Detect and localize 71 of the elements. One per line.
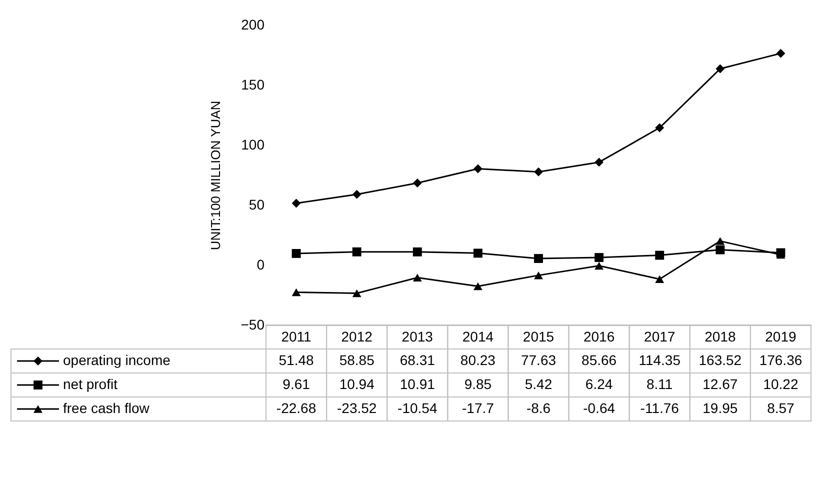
data-label: 176.36 [759,352,802,368]
point [534,167,543,176]
point [352,289,362,298]
data-label: 80.23 [460,352,496,368]
x-tick-label: 2012 [341,328,373,344]
legend-label: operating income [63,352,171,368]
point [594,158,604,167]
x-tick-label: 2015 [522,328,554,344]
point [292,198,301,208]
point [594,253,604,262]
data-label: 58.85 [339,352,375,368]
data-label: -11.76 [640,400,680,416]
y-tick-label: 50 [248,196,265,212]
data-label: 5.42 [524,376,552,392]
data-label: 12.67 [702,376,738,392]
data-label: 9.85 [464,376,492,392]
point [473,248,482,258]
point [473,282,482,290]
point [776,48,786,58]
data-label: -8.6 [526,400,551,416]
data-label: 10.91 [400,376,436,392]
point [655,275,664,283]
data-label: 114.35 [638,352,681,368]
data-label: 9.61 [282,376,310,392]
data-label: 6.24 [585,376,613,392]
point [594,262,604,270]
point [473,164,482,174]
legend-label: net profit [63,376,118,392]
point [534,254,543,263]
data-label: 10.22 [763,376,798,392]
data-label: 19.95 [702,400,738,416]
data-label: -10.54 [398,400,438,416]
x-tick-label: 2017 [644,328,676,344]
point [412,247,422,256]
point [655,123,664,132]
data-label: 68.31 [400,352,436,368]
x-tick-label: 2011 [281,328,312,344]
data-label: 77.63 [520,352,556,368]
legend-label: free cash flow [63,400,150,416]
y-tick-label: 150 [241,76,265,92]
data-label: 8.57 [767,400,795,416]
y-tick-label: −50 [240,316,265,332]
x-tick-label: 2013 [402,328,434,344]
data-label: 8.11 [646,376,673,392]
data-label: 10.94 [339,376,375,392]
point [716,64,725,74]
y-tick-label: 200 [241,16,265,32]
data-label: 51.48 [278,352,314,368]
point [534,271,543,280]
y-axis-title: UNIT:100 MILLION YUAN [208,100,223,250]
y-tick-label: 100 [241,136,265,152]
point [655,250,664,260]
point [412,178,422,188]
data-label: -0.64 [583,400,616,416]
x-tick-label: 2016 [583,328,615,344]
x-tick-label: 2014 [462,328,494,344]
data-label: -17.7 [462,400,494,416]
x-tick-label: 2019 [765,328,797,344]
point [352,190,362,199]
data-label: 163.52 [698,352,742,368]
point [292,288,301,296]
data-label: -22.68 [276,400,316,416]
x-tick-label: 2018 [704,328,736,344]
data-label: 85.66 [582,352,617,368]
point [352,247,362,256]
point [716,237,725,245]
y-tick-label: 0 [256,256,265,272]
data-label: -23.52 [336,400,377,416]
point [292,248,301,258]
point [716,245,725,254]
point [412,274,422,282]
